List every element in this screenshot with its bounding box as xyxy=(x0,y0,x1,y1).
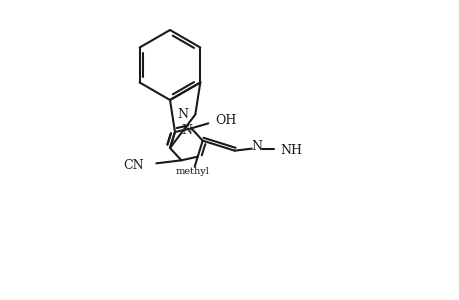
Text: OH: OH xyxy=(215,114,236,127)
Text: N: N xyxy=(251,140,262,153)
Text: methyl: methyl xyxy=(175,167,209,176)
Text: N: N xyxy=(181,124,192,136)
Text: CN: CN xyxy=(123,159,144,172)
Text: NH: NH xyxy=(280,144,302,157)
Text: N: N xyxy=(178,108,188,121)
